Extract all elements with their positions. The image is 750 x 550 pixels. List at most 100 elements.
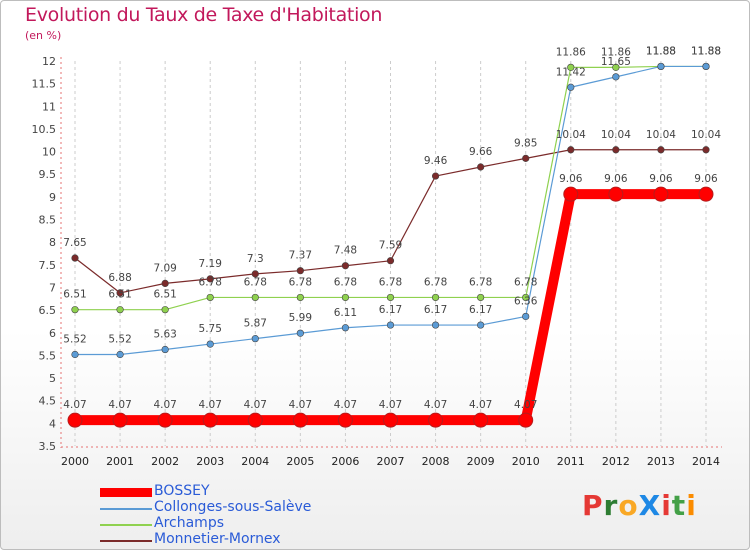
data-label: 5.52	[63, 334, 86, 346]
x-tick-label: 2012	[602, 455, 630, 468]
data-point	[296, 329, 304, 337]
data-point	[157, 412, 173, 428]
data-label: 7.3	[247, 253, 264, 265]
data-point	[296, 293, 304, 302]
data-label: 9.06	[649, 173, 673, 185]
data-label: 7.65	[63, 237, 86, 249]
data-point	[702, 146, 710, 154]
data-label: 11.86	[601, 46, 631, 58]
data-label: 10.04	[556, 129, 586, 141]
data-point	[251, 270, 259, 278]
data-label: 7.48	[334, 245, 357, 257]
legend-swatch	[100, 488, 152, 497]
y-tick-label: 10	[42, 146, 56, 159]
x-tick-label: 2008	[422, 455, 450, 468]
data-label: 5.75	[199, 323, 222, 335]
data-point	[428, 412, 444, 428]
data-label: 7.19	[199, 258, 222, 270]
data-point	[657, 62, 665, 71]
data-label: 9.85	[514, 137, 537, 149]
unit-label: (en %)	[25, 29, 62, 42]
y-tick-label: 8.5	[39, 214, 57, 227]
y-tick-label: 3.5	[39, 440, 57, 453]
y-tick-label: 5.5	[39, 349, 57, 362]
data-point	[67, 412, 83, 428]
y-tick-label: 12	[42, 55, 56, 68]
x-tick-label: 2001	[106, 455, 134, 468]
x-tick-label: 2006	[331, 455, 359, 468]
data-point	[386, 293, 395, 302]
y-tick-label: 7.5	[39, 259, 57, 272]
data-point	[161, 279, 169, 287]
data-label: 6.78	[244, 276, 267, 288]
data-point	[567, 146, 575, 154]
data-point	[431, 321, 440, 329]
data-label: 9.06	[694, 173, 718, 185]
y-tick-label: 11	[42, 100, 56, 113]
data-label: 4.07	[379, 399, 402, 411]
data-label: 9.46	[424, 155, 448, 167]
x-tick-label: 2007	[377, 455, 405, 468]
data-label: 6.78	[334, 276, 357, 288]
x-tick-label: 2005	[286, 455, 314, 468]
data-point	[567, 63, 575, 71]
data-point	[522, 312, 530, 321]
chart-title: Evolution du Taux de Taxe d'Habitation	[25, 4, 383, 26]
data-point	[251, 293, 259, 302]
x-tick-label: 2002	[151, 455, 179, 468]
x-tick-label: 2010	[512, 455, 540, 468]
y-tick-label: 9	[49, 191, 56, 204]
data-point	[112, 412, 128, 428]
data-point	[612, 146, 620, 154]
data-point	[431, 293, 440, 302]
data-label: 10.04	[691, 129, 721, 141]
data-label: 4.07	[514, 399, 537, 411]
data-point	[473, 412, 489, 428]
data-label: 4.07	[63, 399, 86, 411]
data-point	[383, 412, 398, 428]
data-point	[116, 289, 124, 297]
data-point	[247, 412, 263, 428]
x-tick-label: 2009	[467, 455, 495, 468]
data-point	[518, 412, 534, 428]
y-tick-label: 5	[49, 372, 56, 385]
data-label: 6.88	[108, 272, 131, 284]
y-tick-label: 8	[49, 236, 56, 249]
data-point	[71, 306, 79, 314]
data-point	[386, 321, 395, 329]
data-point	[116, 350, 124, 359]
data-label: 7.37	[289, 250, 312, 262]
data-point	[341, 293, 350, 302]
x-tick-label: 2014	[692, 455, 720, 468]
data-point	[657, 146, 665, 154]
data-label: 9.66	[469, 146, 493, 158]
data-point	[563, 186, 579, 202]
data-label: 11.42	[556, 66, 586, 78]
data-label: 6.78	[199, 276, 222, 288]
data-point	[337, 412, 353, 428]
data-label: 4.07	[244, 399, 267, 411]
data-label: 11.88	[691, 45, 721, 57]
data-label: 4.07	[153, 399, 176, 411]
data-label: 5.52	[108, 334, 131, 346]
y-tick-label: 4	[49, 417, 56, 430]
data-label: 5.99	[289, 312, 312, 324]
data-point	[161, 306, 169, 314]
x-tick-label: 2000	[61, 455, 89, 468]
data-label: 11.86	[556, 46, 586, 58]
data-label: 4.07	[469, 399, 492, 411]
data-label: 9.06	[559, 173, 583, 185]
x-tick-label: 2011	[557, 455, 585, 468]
data-label: 11.65	[601, 56, 631, 68]
data-point	[206, 275, 214, 283]
data-point	[202, 412, 218, 428]
data-point	[608, 186, 624, 202]
data-label: 4.07	[424, 399, 447, 411]
data-point	[341, 324, 350, 332]
legend-swatch	[100, 540, 152, 542]
data-point	[292, 412, 308, 428]
data-point	[206, 293, 214, 302]
legend-swatch	[100, 524, 152, 526]
